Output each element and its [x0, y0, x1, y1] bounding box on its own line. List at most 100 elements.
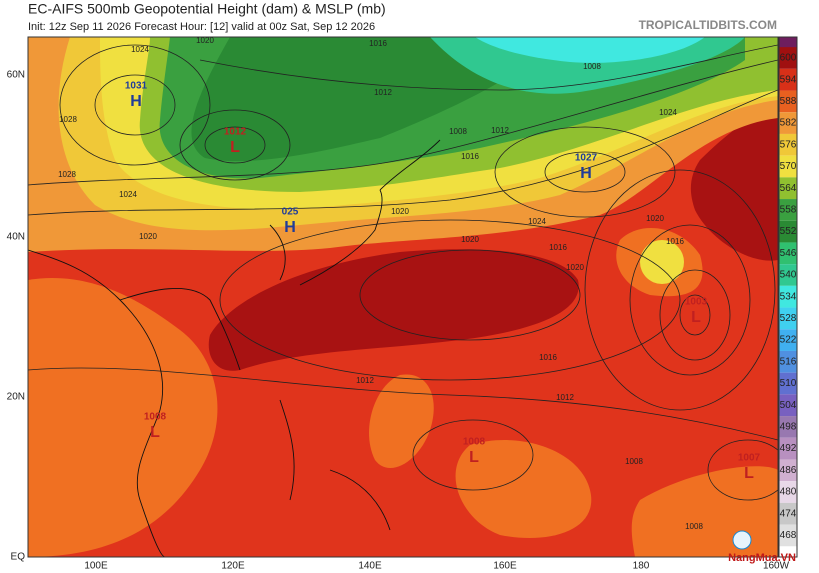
colorbar-band	[779, 502, 797, 525]
colorbar-band	[779, 68, 797, 91]
colorbar-band	[779, 372, 797, 395]
isobar-label: 1008	[625, 457, 643, 466]
lon-label: 180	[633, 561, 650, 572]
colorbar-band	[779, 155, 797, 178]
isobar-label: 1016	[369, 39, 387, 48]
lon-label: 160E	[493, 561, 517, 572]
center-symbol: L	[150, 424, 160, 441]
isobar-label: 1020	[566, 263, 584, 272]
coastlines	[28, 139, 441, 557]
colorbar-label: 576	[780, 139, 797, 150]
isobar-label: 1016	[539, 353, 557, 362]
center-symbol: H	[284, 219, 296, 236]
colorbar-label: 570	[780, 161, 797, 172]
field-588	[455, 440, 592, 538]
colorbar-band	[779, 264, 797, 286]
center-pressure: 1008	[463, 437, 486, 448]
colorbar-band	[779, 459, 797, 482]
isobar-label: 1008	[583, 62, 601, 71]
isobar-label: 1024	[659, 108, 677, 117]
isobar-label: 1016	[549, 243, 567, 252]
lat-label: EQ	[11, 552, 26, 563]
isobar-label: 1028	[59, 115, 77, 124]
colorbar-band	[779, 90, 797, 113]
colorbar-label: 468	[780, 530, 797, 541]
isobar-label: 1016	[461, 152, 479, 161]
colorbar-band	[779, 524, 797, 547]
center-symbol: L	[744, 465, 754, 482]
colorbar-label: 516	[780, 356, 797, 367]
colorbar-band	[779, 481, 797, 503]
center-pressure: 1027	[575, 153, 598, 164]
lon-label: 140E	[358, 561, 382, 572]
center-symbol: H	[580, 165, 592, 182]
center-pressure: 1008	[144, 412, 167, 423]
colorbar-label: 594	[780, 74, 797, 85]
lat-label: 40N	[7, 232, 25, 243]
map-frame	[27, 36, 779, 558]
colorbar-label: 558	[780, 205, 797, 216]
lon-label: 100E	[84, 561, 108, 572]
isobar-label: 1024	[528, 217, 546, 226]
isobar-label: 1020	[646, 214, 664, 223]
isobar-label: 1020	[461, 235, 479, 244]
isobar-label: 1012	[356, 376, 374, 385]
colorbar-band	[779, 307, 797, 330]
center-pressure: 1031	[125, 81, 148, 92]
lat-label: 20N	[7, 392, 25, 403]
colorbar-band	[779, 133, 797, 156]
center-symbol: L	[691, 309, 701, 326]
colorbar-label: 552	[780, 226, 797, 237]
colorbar-frame	[778, 36, 798, 558]
isobars	[28, 44, 778, 501]
colorbar-band	[779, 177, 797, 200]
center-symbol: L	[469, 449, 479, 466]
colorbar-label: 480	[780, 487, 797, 498]
center-pressure: 1012	[224, 127, 247, 138]
colorbar-band	[779, 220, 797, 243]
colorbar-band	[779, 199, 797, 221]
isobar-label: 1012	[374, 88, 392, 97]
field-570	[640, 240, 684, 284]
isobar-label: 1024	[119, 190, 137, 199]
isobar-label: 1008	[685, 522, 703, 531]
field-588	[369, 374, 434, 469]
lat-label: 60N	[7, 70, 25, 81]
isobar-label: 1012	[556, 393, 574, 402]
colorbar-band	[779, 285, 797, 308]
isobar-label: 1028	[58, 170, 76, 179]
watermark: NangMua.VN	[728, 552, 796, 564]
colorbar-label: 492	[780, 443, 797, 454]
lon-label: 160W	[763, 561, 790, 572]
center-symbol: L	[230, 139, 240, 156]
colorbar-label: 588	[780, 96, 797, 107]
field-600	[208, 249, 579, 371]
center-symbol: H	[130, 93, 142, 110]
colorbar-label: 522	[780, 335, 797, 346]
colorbar-label: 510	[780, 378, 797, 389]
colorbar-band	[779, 394, 797, 417]
colorbar-label: 474	[780, 508, 797, 519]
colorbar-band	[779, 329, 797, 351]
field-588	[28, 278, 218, 557]
field-600	[690, 105, 778, 261]
field-540	[475, 37, 705, 63]
colorbar-band	[779, 416, 797, 438]
center-pressure: 1003	[685, 297, 708, 308]
colorbar-band	[779, 242, 797, 265]
colorbar-band	[779, 350, 797, 373]
colorbar-label: 582	[780, 118, 797, 129]
colorbar-label: 564	[780, 183, 797, 194]
subtitle: Init: 12z Sep 11 2026 Forecast Hour: [12…	[28, 21, 375, 33]
colorbar-label: 546	[780, 248, 797, 259]
colorbar-label: 528	[780, 313, 797, 324]
lon-label: 120E	[221, 561, 245, 572]
map-area	[28, 37, 778, 557]
center-pressure: 025	[282, 207, 299, 218]
watermark-icon	[732, 530, 752, 550]
site: TROPICALTIDBITS.COM	[639, 18, 777, 32]
colorbar-top	[779, 37, 797, 48]
colorbar-label: 540	[780, 270, 797, 281]
